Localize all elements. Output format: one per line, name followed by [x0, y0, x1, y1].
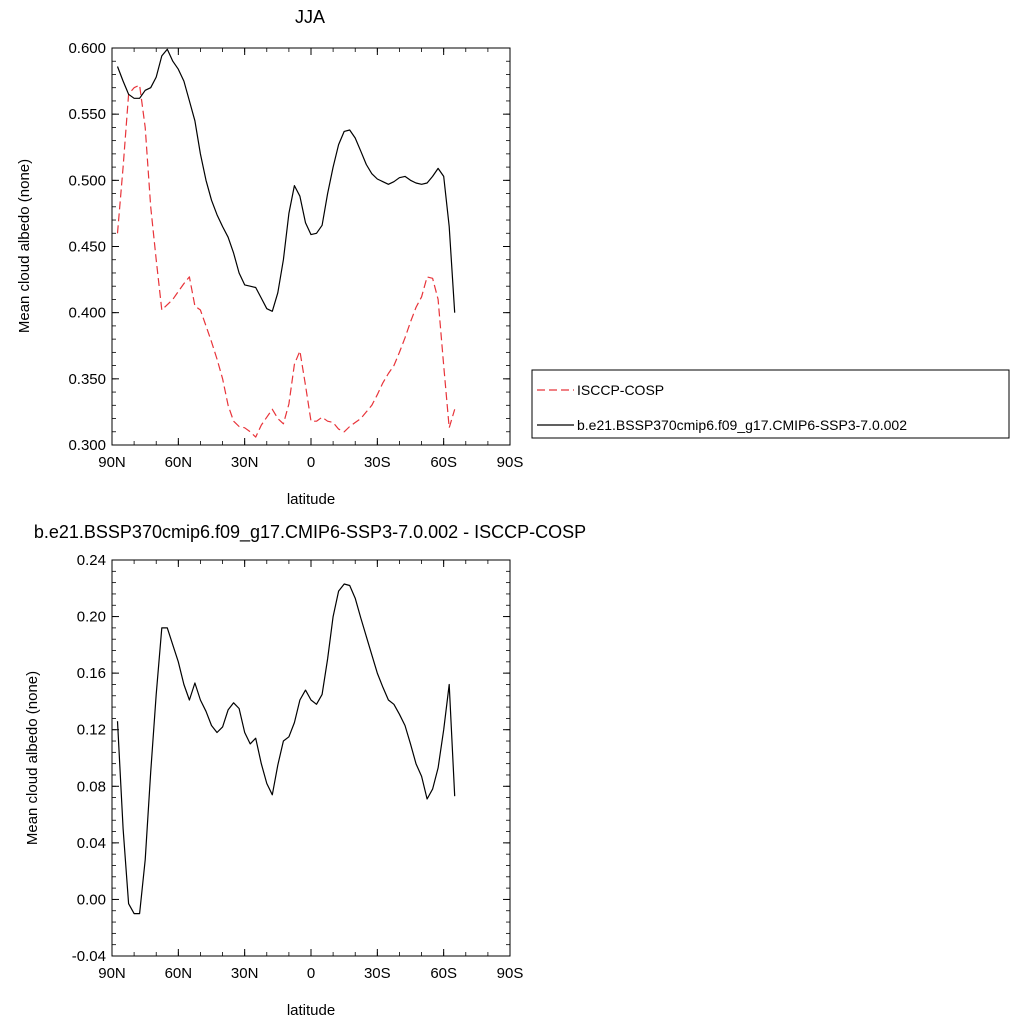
- top-y-tick-label: 0.500: [68, 172, 106, 189]
- top-chart-title: JJA: [295, 7, 325, 27]
- bottom-y-tick-label: 0.00: [77, 891, 106, 908]
- top-y-tick-label: 0.550: [68, 106, 106, 123]
- bottom-x-tick-label: 90S: [497, 965, 524, 982]
- bottom-chart-title: b.e21.BSSP370cmip6.f09_g17.CMIP6-SSP3-7.…: [34, 522, 586, 543]
- bottom-axis-ticks: [111, 559, 511, 957]
- top-x-tick-label: 30N: [231, 454, 259, 471]
- top-y-tick-label: 0.450: [68, 239, 106, 256]
- legend: ISCCP-COSP b.e21.BSSP370cmip6.f09_g17.CM…: [531, 369, 1010, 439]
- top-y-tick-label: 0.350: [68, 371, 106, 388]
- bottom-y-tick-label: 0.04: [77, 835, 106, 852]
- bottom-series-line-0: [116, 583, 456, 915]
- bottom-x-tick-label: 30N: [231, 965, 259, 982]
- bottom-x-tick-label: 0: [307, 965, 315, 982]
- bottom-x-tick-label: 60N: [165, 965, 193, 982]
- top-series-line-1: [116, 48, 456, 313]
- bottom-series-lines: [116, 583, 456, 915]
- top-x-tick-label: 90S: [497, 454, 524, 471]
- bottom-y-tick-label: 0.20: [77, 609, 106, 626]
- bottom-y-tick-label: 0.12: [77, 722, 106, 739]
- top-x-tick-label: 90N: [98, 454, 126, 471]
- legend-box: [531, 369, 1010, 439]
- bottom-y-tick-label: 0.16: [77, 665, 106, 682]
- top-x-tick-label: 60S: [430, 454, 457, 471]
- legend-label-model: b.e21.BSSP370cmip6.f09_g17.CMIP6-SSP3-7.…: [577, 417, 907, 433]
- top-y-tick-label: 0.600: [68, 40, 106, 57]
- bottom-y-tick-label: -0.04: [72, 948, 106, 965]
- bottom-y-tick-label: 0.24: [77, 552, 106, 569]
- bottom-plot-frame: [111, 559, 511, 957]
- bottom-x-axis-label: latitude: [287, 1002, 335, 1019]
- bottom-x-tick-label: 30S: [364, 965, 391, 982]
- bottom-y-axis-label: Mean cloud albedo (none): [24, 671, 41, 845]
- top-series-line-0: [116, 84, 456, 438]
- bottom-x-tick-label: 90N: [98, 965, 126, 982]
- top-chart: JJA 0.3000.3500.4000.4500.5000.5500.600 …: [16, 7, 523, 508]
- top-x-tick-labels: 90N 60N 30N 0 30S 60S 90S: [98, 454, 523, 471]
- top-y-tick-labels: 0.300 0.350 0.400 0.450 0.500 0.550 0.600: [68, 40, 106, 454]
- top-x-tick-label: 0: [307, 454, 315, 471]
- bottom-y-tick-labels: -0.04 0.00 0.04 0.08 0.12 0.16 0.20 0.24: [72, 552, 106, 965]
- top-plot-frame: [111, 47, 511, 446]
- top-x-axis-label: latitude: [287, 491, 335, 508]
- top-y-axis-label: Mean cloud albedo (none): [16, 159, 33, 333]
- legend-label-isccp-cosp: ISCCP-COSP: [577, 382, 664, 398]
- top-x-tick-label: 30S: [364, 454, 391, 471]
- bottom-x-tick-labels: 90N 60N 30N 0 30S 60S 90S: [98, 965, 523, 982]
- top-series-lines: [116, 48, 456, 438]
- top-y-tick-label: 0.400: [68, 305, 106, 322]
- bottom-y-tick-label: 0.08: [77, 778, 106, 795]
- bottom-chart: b.e21.BSSP370cmip6.f09_g17.CMIP6-SSP3-7.…: [24, 522, 586, 1019]
- top-x-tick-label: 60N: [165, 454, 193, 471]
- top-y-tick-label: 0.300: [68, 437, 106, 454]
- bottom-x-tick-label: 60S: [430, 965, 457, 982]
